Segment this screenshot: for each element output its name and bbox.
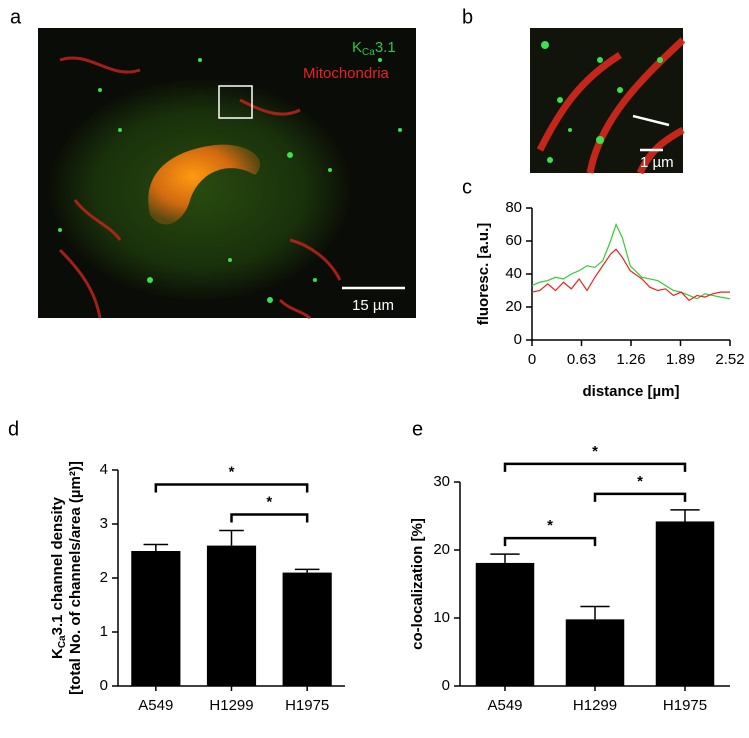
significance-label: * (637, 473, 643, 490)
panel-label: d (8, 418, 19, 440)
error-bar (219, 529, 244, 546)
y-tick-label: 60 (505, 232, 522, 249)
x-tick-label: H1975 (663, 697, 707, 714)
error-bar (143, 543, 169, 551)
bar (206, 545, 257, 686)
label-part: Ca (57, 635, 68, 648)
error-bar (490, 553, 520, 563)
significance-label: * (229, 463, 235, 480)
scale-bar-label: 1 µm (640, 154, 674, 171)
series-line (531, 222, 731, 300)
x-tick-label: H1299 (573, 697, 617, 714)
x-tick-label: H1299 (209, 697, 253, 714)
significance-bracket (154, 483, 309, 493)
y-axis-label: [total No. of channels/area (µm²)] (67, 461, 84, 695)
image-labels: a b KCa3.1 Mitochondria 15 µm 1 µm (10, 6, 674, 314)
series-line (531, 248, 730, 302)
y-axis-label: KCa3.1 channel density (49, 496, 68, 659)
bar (565, 619, 625, 686)
panel-label: c (462, 176, 472, 198)
panel-label: e (412, 418, 423, 440)
scale-bar-label: 15 µm (352, 297, 394, 314)
bar (282, 572, 332, 686)
y-tick-label: 1 (100, 623, 108, 640)
significance-bracket (503, 462, 687, 472)
x-tick-label: 0 (528, 351, 536, 368)
y-tick-label: 0 (100, 677, 108, 694)
significance-bracket (503, 536, 597, 547)
y-tick-label: 2 (100, 569, 108, 586)
significance-label: * (547, 517, 553, 534)
micrograph-a (38, 28, 416, 320)
significance-bracket (593, 492, 687, 502)
x-tick-label: A549 (138, 697, 173, 714)
bar (655, 521, 715, 686)
error-bar (294, 568, 320, 573)
legend-part: Ca (362, 47, 375, 58)
panel-label: b (462, 6, 473, 28)
y-axis-label: co-localization [%] (409, 518, 426, 650)
error-bar (580, 605, 610, 620)
y-tick-label: 0 (514, 331, 522, 348)
panel-label: a (10, 6, 22, 28)
label-part: 3.1 channel density (49, 496, 66, 635)
x-tick-label: 1.26 (616, 351, 645, 368)
y-tick-label: 40 (505, 265, 522, 282)
x-tick-label: 0.63 (567, 351, 596, 368)
label-part: K (49, 648, 66, 659)
y-tick-label: 80 (505, 199, 522, 216)
x-tick-label: H1975 (285, 697, 329, 714)
y-tick-label: 4 (100, 461, 108, 478)
x-tick-label: 2.52 (715, 351, 744, 368)
x-axis-label: distance [µm] (583, 383, 680, 400)
y-tick-label: 3 (100, 515, 108, 532)
y-tick-label: 30 (433, 473, 450, 490)
y-tick-label: 20 (433, 541, 450, 558)
bar (475, 562, 535, 686)
y-tick-label: 0 (442, 677, 450, 694)
x-tick-label: 1.89 (666, 351, 695, 368)
legend-part: 3.1 (375, 39, 396, 56)
micrograph-b (530, 28, 686, 175)
bar (131, 551, 181, 686)
significance-label: * (266, 493, 272, 510)
legend-part: K (352, 39, 362, 56)
legend-kca: KCa3.1 (352, 39, 396, 58)
significance-bracket (230, 513, 309, 523)
error-bar (670, 509, 700, 522)
x-tick-label: A549 (487, 697, 522, 714)
y-tick-label: 10 (433, 609, 450, 626)
significance-label: * (592, 443, 598, 460)
legend-mito: Mitochondria (303, 65, 390, 82)
y-axis-label: fluoresc. [a.u.] (475, 223, 492, 326)
y-tick-label: 20 (505, 298, 522, 315)
